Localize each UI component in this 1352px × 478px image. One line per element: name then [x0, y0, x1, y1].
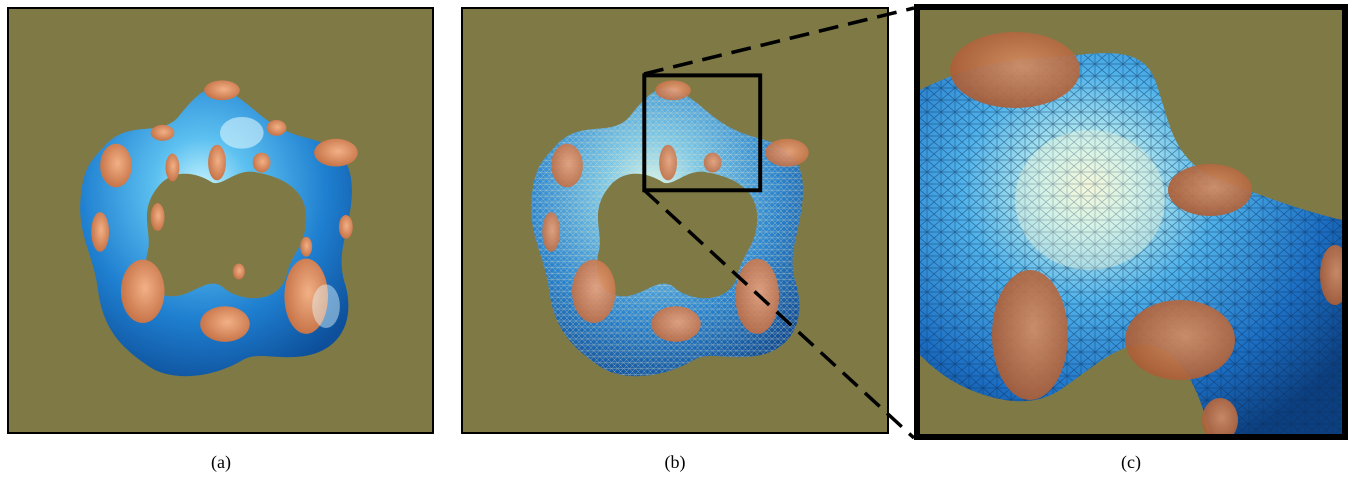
- zoomed-mesh-image: [920, 10, 1342, 434]
- wireframe-surface-image: [463, 9, 887, 432]
- caption-c: (c): [1121, 452, 1141, 472]
- smooth-surface-image: [9, 9, 432, 432]
- spots: [91, 80, 358, 342]
- panel-b-wireframe-render: [461, 7, 889, 434]
- caption-b: (b): [664, 452, 686, 472]
- spots: [950, 32, 1342, 434]
- panel-a-smooth-render: [7, 7, 434, 434]
- caption-a: (a): [211, 452, 231, 472]
- panel-c-zoomed-detail: [914, 4, 1348, 440]
